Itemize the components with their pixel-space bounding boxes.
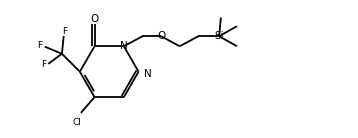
Text: F: F (41, 60, 46, 69)
Text: F: F (62, 27, 67, 36)
Text: N: N (144, 69, 151, 79)
Text: Cl: Cl (73, 118, 82, 127)
Text: O: O (157, 31, 165, 41)
Text: N: N (120, 41, 128, 51)
Text: Si: Si (214, 30, 224, 41)
Text: O: O (90, 14, 99, 24)
Text: F: F (38, 41, 43, 50)
